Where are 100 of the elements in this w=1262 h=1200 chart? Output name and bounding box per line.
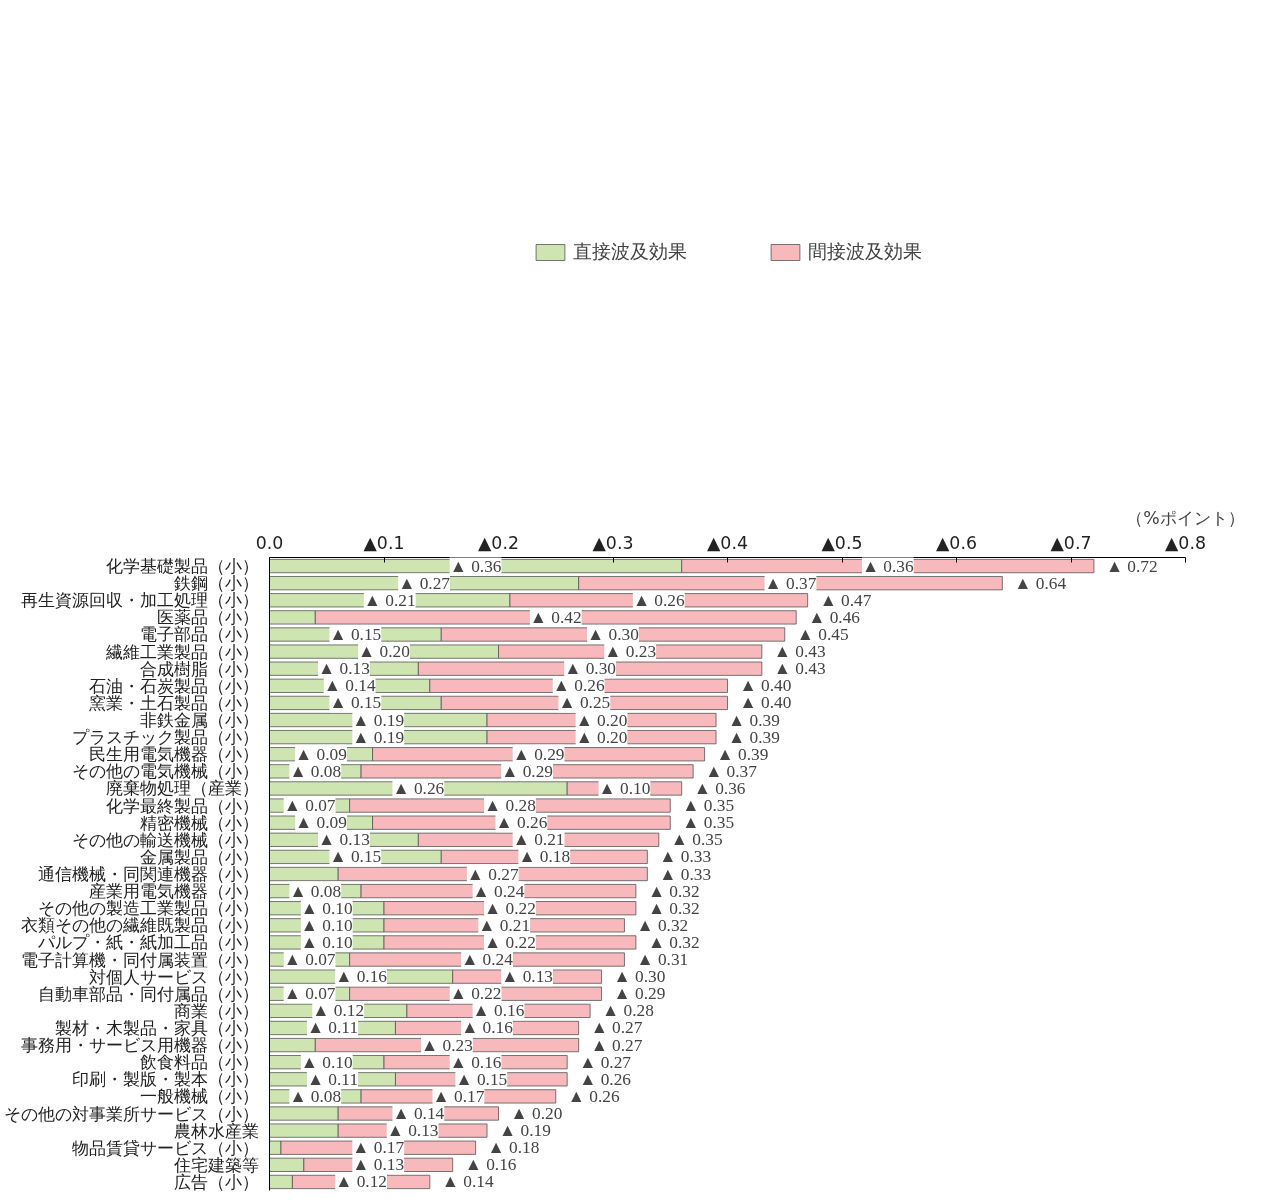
data-label: ▲ 0.20 xyxy=(358,642,410,662)
data-label: ▲ 0.42 xyxy=(529,607,582,627)
data-label: ▲ 0.37 xyxy=(764,573,817,593)
total-label: ▲ 0.39 xyxy=(728,710,780,730)
data-label: ▲ 0.16 xyxy=(472,1001,525,1021)
data-label: ▲ 0.21 xyxy=(478,915,531,935)
data-label: ▲ 0.15 xyxy=(329,847,382,867)
total-label: ▲ 0.35 xyxy=(682,813,735,833)
data-label: ▲ 0.14 xyxy=(392,1104,445,1124)
total-label: ▲ 0.14 xyxy=(441,1172,494,1192)
data-label: ▲ 0.30 xyxy=(587,624,639,644)
total-label: ▲ 0.16 xyxy=(464,1155,517,1175)
data-label: ▲ 0.20 xyxy=(575,710,628,730)
data-label: ▲ 0.12 xyxy=(335,1172,388,1192)
data-label: ▲ 0.26 xyxy=(632,590,686,610)
data-label: ▲ 0.07 xyxy=(283,984,336,1004)
total-label: ▲ 0.72 xyxy=(1105,556,1158,576)
data-label: ▲ 0.24 xyxy=(472,881,525,901)
data-label: ▲ 0.17 xyxy=(432,1086,485,1106)
data-label: ▲ 0.21 xyxy=(512,830,565,850)
data-label: ▲ 0.25 xyxy=(558,693,611,713)
data-label: ▲ 0.24 xyxy=(461,950,514,970)
total-label: ▲ 0.26 xyxy=(579,1069,632,1089)
data-label: ▲ 0.17 xyxy=(352,1138,405,1158)
data-label: ▲ 0.13 xyxy=(318,830,370,850)
data-label: ▲ 0.10 xyxy=(300,932,353,952)
data-label: ▲ 0.08 xyxy=(289,881,342,901)
data-label: ▲ 0.14 xyxy=(323,676,376,696)
total-label: ▲ 0.47 xyxy=(819,590,872,610)
data-label: ▲ 0.18 xyxy=(518,847,571,867)
data-label: ▲ 0.26 xyxy=(495,813,548,833)
data-label: ▲ 0.13 xyxy=(318,659,370,679)
data-label: ▲ 0.10 xyxy=(300,915,353,935)
x-tick-label: ▲0.7 xyxy=(1050,532,1092,553)
total-label: ▲ 0.64 xyxy=(1014,573,1067,593)
data-label: ▲ 0.20 xyxy=(575,727,628,747)
x-tick-label: ▲0.8 xyxy=(1165,532,1206,553)
total-label: ▲ 0.20 xyxy=(510,1104,563,1124)
data-label: ▲ 0.19 xyxy=(352,727,405,747)
data-label: ▲ 0.08 xyxy=(289,1086,342,1106)
data-label: ▲ 0.23 xyxy=(421,1035,473,1055)
total-label: ▲ 0.36 xyxy=(693,778,746,798)
total-label: ▲ 0.19 xyxy=(499,1121,551,1141)
total-label: ▲ 0.27 xyxy=(579,1052,632,1072)
x-axis-title: （%ポイント） xyxy=(1126,507,1245,528)
x-tick-label: ▲0.2 xyxy=(478,532,519,553)
total-label: ▲ 0.26 xyxy=(567,1086,620,1106)
data-label: ▲ 0.26 xyxy=(552,676,605,696)
total-label: ▲ 0.32 xyxy=(636,915,689,935)
data-label: ▲ 0.07 xyxy=(283,796,336,816)
data-label: ▲ 0.16 xyxy=(335,967,388,987)
legend-label: 直接波及効果 xyxy=(573,240,687,264)
data-label: ▲ 0.23 xyxy=(604,642,657,662)
data-label: ▲ 0.27 xyxy=(466,864,520,884)
total-label: ▲ 0.27 xyxy=(590,1018,643,1038)
total-label: ▲ 0.40 xyxy=(739,693,792,713)
legend-label: 間接波及効果 xyxy=(808,240,922,264)
data-label: ▲ 0.16 xyxy=(449,1052,502,1072)
data-label: ▲ 0.15 xyxy=(329,693,382,713)
total-label: ▲ 0.18 xyxy=(487,1138,540,1158)
total-label: ▲ 0.32 xyxy=(647,898,700,918)
data-label: ▲ 0.36 xyxy=(861,556,915,576)
x-tick-label: ▲0.4 xyxy=(707,532,748,553)
data-label: ▲ 0.10 xyxy=(598,778,651,798)
total-label: ▲ 0.32 xyxy=(647,881,700,901)
total-label: ▲ 0.29 xyxy=(613,984,666,1004)
total-label: ▲ 0.35 xyxy=(682,796,735,816)
total-label: ▲ 0.37 xyxy=(705,761,758,781)
x-tick-label: ▲0.3 xyxy=(592,532,634,553)
total-label: ▲ 0.33 xyxy=(659,864,712,884)
data-label: ▲ 0.12 xyxy=(312,1001,365,1021)
data-label: ▲ 0.26 xyxy=(392,778,445,798)
data-label: ▲ 0.29 xyxy=(501,761,554,781)
data-label: ▲ 0.22 xyxy=(449,984,502,1004)
total-label: ▲ 0.28 xyxy=(602,1001,654,1021)
total-label: ▲ 0.43 xyxy=(773,642,826,662)
data-label: ▲ 0.10 xyxy=(300,898,353,918)
total-label: ▲ 0.33 xyxy=(659,847,712,867)
x-tick-label: ▲0.5 xyxy=(821,532,863,553)
data-label: ▲ 0.28 xyxy=(484,796,536,816)
data-label: ▲ 0.30 xyxy=(564,659,617,679)
total-label: ▲ 0.40 xyxy=(739,676,792,696)
data-label: ▲ 0.15 xyxy=(329,624,382,644)
total-label: ▲ 0.46 xyxy=(808,607,861,627)
data-label: ▲ 0.15 xyxy=(455,1069,508,1089)
data-label: ▲ 0.21 xyxy=(363,590,416,610)
data-label: ▲ 0.27 xyxy=(398,573,451,593)
data-label: ▲ 0.09 xyxy=(295,744,347,764)
data-label: ▲ 0.29 xyxy=(512,744,565,764)
total-label: ▲ 0.30 xyxy=(613,967,666,987)
data-label: ▲ 0.08 xyxy=(289,761,342,781)
total-label: ▲ 0.35 xyxy=(670,830,723,850)
x-tick-label: ▲0.6 xyxy=(936,532,977,553)
total-label: ▲ 0.45 xyxy=(796,624,849,644)
total-label: ▲ 0.39 xyxy=(728,727,780,747)
x-tick-label: 0.0 xyxy=(255,532,284,553)
data-label: ▲ 0.11 xyxy=(306,1069,359,1089)
total-label: ▲ 0.32 xyxy=(647,932,700,952)
data-label: ▲ 0.13 xyxy=(386,1121,439,1141)
data-label: ▲ 0.22 xyxy=(484,898,536,918)
